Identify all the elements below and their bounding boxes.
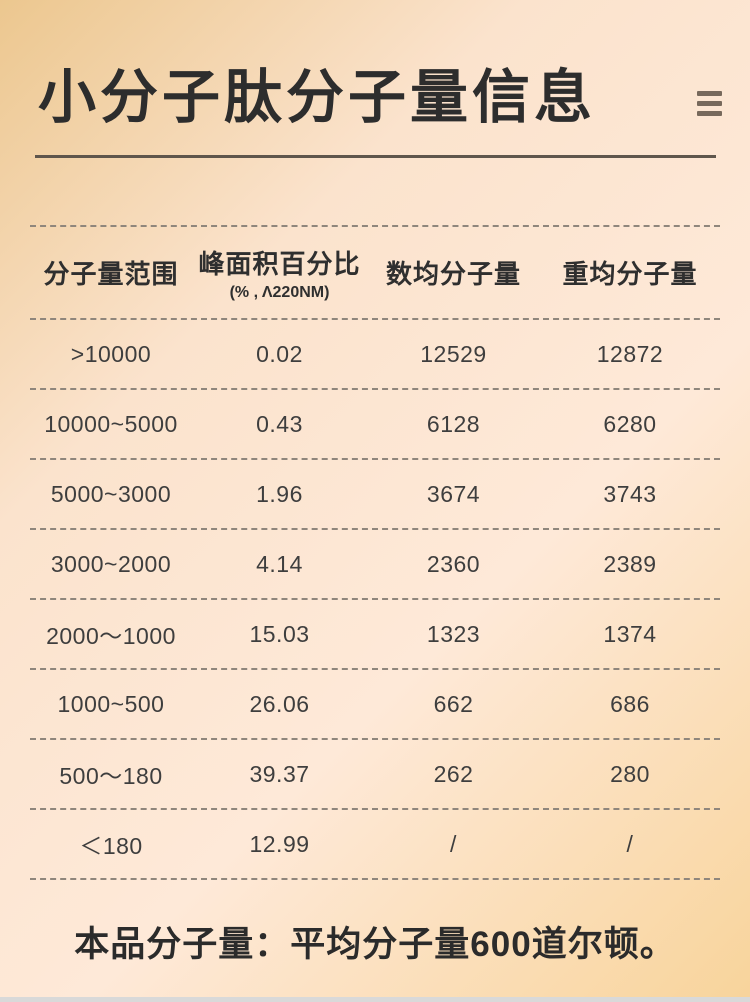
column-header-peak-area: 峰面积百分比 (% , Λ220NM) <box>192 244 367 302</box>
column-header-subtitle: (% , Λ220NM) <box>229 283 330 301</box>
table-row: 5000~3000 1.96 3674 3743 <box>30 460 720 530</box>
column-header-label: 分子量范围 <box>43 259 179 289</box>
table-cell: 3674 <box>426 480 481 507</box>
table-row: 1000~500 26.06 662 686 <box>30 670 720 740</box>
table-cell: 6128 <box>426 410 481 437</box>
table-row: ＜180 12.99 / / <box>30 810 720 880</box>
table-header-row: 分子量范围 峰面积百分比 (% , Λ220NM) 数均分子量 重均分子量 <box>30 227 720 320</box>
table-cell: 5000~3000 <box>50 480 172 507</box>
table-cell: 0.43 <box>256 410 303 437</box>
header: 小分子肽分子量信息 <box>38 66 722 130</box>
title-divider <box>35 155 716 158</box>
molecular-weight-table: 分子量范围 峰面积百分比 (% , Λ220NM) 数均分子量 重均分子量 >1… <box>30 225 720 880</box>
table-cell: 0.02 <box>256 340 303 367</box>
table-row: 2000～1000 15.03 1323 1374 <box>30 600 720 670</box>
table-cell: 500～180 <box>59 763 163 789</box>
table-cell: 2389 <box>603 550 657 577</box>
table-cell: / <box>626 830 634 857</box>
column-header-range: 分子量范围 <box>30 254 192 291</box>
table-cell: 1374 <box>603 620 657 647</box>
table-cell: 6280 <box>603 410 657 437</box>
menu-bar <box>697 101 722 106</box>
table-cell: >10000 <box>70 340 152 367</box>
table-cell: ＜180 <box>79 833 143 859</box>
table-row: >10000 0.02 12529 12872 <box>30 320 720 390</box>
table-cell: 12872 <box>596 340 664 367</box>
table-cell: 1.96 <box>256 480 303 507</box>
column-header-number-avg: 数均分子量 <box>367 254 540 291</box>
column-header-weight-avg: 重均分子量 <box>540 254 720 291</box>
table-cell: 39.37 <box>249 760 310 787</box>
product-molecular-weight-note: 本品分子量：平均分子量600道尔顿。 <box>74 925 676 964</box>
menu-bar <box>697 111 722 116</box>
table-cell: 4.14 <box>256 550 303 577</box>
column-header-label: 数均分子量 <box>385 259 521 289</box>
table-body: >10000 0.02 12529 12872 10000~5000 0.43 … <box>30 320 720 880</box>
table-cell: 2360 <box>426 550 481 577</box>
table-cell: 2000～1000 <box>46 623 176 649</box>
table-row: 10000~5000 0.43 6128 6280 <box>30 390 720 460</box>
table-row: 500～180 39.37 262 280 <box>30 740 720 810</box>
table-cell: 662 <box>433 690 474 717</box>
table-cell: 26.06 <box>249 690 310 717</box>
table-cell: 15.03 <box>249 620 310 647</box>
column-header-label: 重均分子量 <box>562 259 698 289</box>
table-cell: 280 <box>610 760 650 787</box>
page-title: 小分子肽分子量信息 <box>38 65 597 130</box>
table-cell: / <box>450 830 457 857</box>
column-header-label: 峰面积百分比 <box>198 248 361 279</box>
hamburger-menu-icon[interactable] <box>697 91 722 116</box>
table-cell: 262 <box>433 760 474 787</box>
table-cell: 12.99 <box>249 830 310 857</box>
table-cell: 3000~2000 <box>50 550 172 577</box>
table-cell: 10000~5000 <box>44 410 178 437</box>
bottom-strip <box>0 997 750 1002</box>
table-cell: 1323 <box>426 620 481 647</box>
table-cell: 12529 <box>420 340 487 367</box>
table-cell: 3743 <box>603 480 657 507</box>
table-cell: 1000~500 <box>57 690 165 717</box>
menu-bar <box>697 91 722 96</box>
table-cell: 686 <box>610 690 650 717</box>
table-row: 3000~2000 4.14 2360 2389 <box>30 530 720 600</box>
